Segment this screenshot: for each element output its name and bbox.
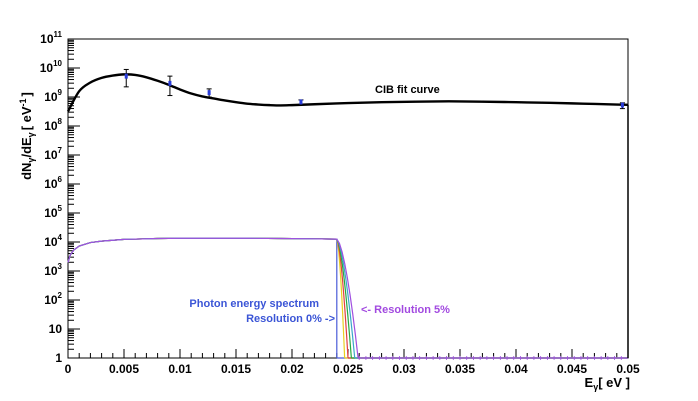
x-tick-label: 0 — [65, 362, 72, 376]
y-tick-label: 102 — [44, 291, 62, 307]
x-tick-label: 0.015 — [221, 362, 251, 376]
y-axis-title: dNγ/dEγ[ eV-1] — [18, 92, 36, 180]
y-tick-label: 105 — [44, 204, 62, 220]
y-tick-label: 108 — [44, 117, 62, 133]
cib-data-point — [299, 99, 303, 105]
x-tick-label: 0.02 — [280, 362, 304, 376]
y-tick-label: 10 — [49, 322, 63, 336]
x-tick-label: 0.05 — [616, 362, 640, 376]
y-tick-label: 106 — [44, 175, 62, 191]
x-tick-label: 0.005 — [109, 362, 139, 376]
y-tick-label: 109 — [44, 88, 62, 104]
x-axis: 0 0.005 0.01 0.015 0.02 0.025 0.03 0.035 0.04 0.0… — [65, 349, 640, 376]
x-tick-label: 0.045 — [557, 362, 587, 376]
x-tick-label: 0.035 — [445, 362, 475, 376]
cib-fit-label: CIB fit curve — [375, 84, 440, 96]
y-tick-label: 107 — [44, 146, 62, 162]
y-tick-label: 1 — [55, 351, 62, 365]
cib-data-point — [620, 102, 624, 108]
series-layer — [66, 68, 629, 360]
y-tick-label: 104 — [44, 233, 62, 249]
x-tick-label: 0.03 — [392, 362, 416, 376]
y-tick-label: 103 — [44, 262, 62, 278]
cib-data-point — [207, 90, 211, 96]
y-axis: 1 10 102 103 104 105 106 107 108 109 1010 1011 — [40, 30, 80, 365]
spectrum-label: Photon energy spectrum — [189, 298, 319, 310]
resolution-0-label: Resolution 0% -> — [246, 313, 335, 325]
y-tick-label: 1010 — [40, 59, 63, 75]
x-axis-title: Eγ[ eV ] — [585, 375, 630, 392]
x-tick-label: 0.025 — [333, 362, 363, 376]
photon-spectrum-line — [67, 237, 359, 359]
resolution-5-label: <- Resolution 5% — [361, 304, 450, 316]
x-tick-label: 0.04 — [504, 362, 528, 376]
y-tick-label: 1011 — [40, 30, 62, 46]
x-tick-label: 0.01 — [168, 362, 192, 376]
cib-data-point — [124, 73, 128, 79]
cib-data-point — [168, 80, 172, 86]
